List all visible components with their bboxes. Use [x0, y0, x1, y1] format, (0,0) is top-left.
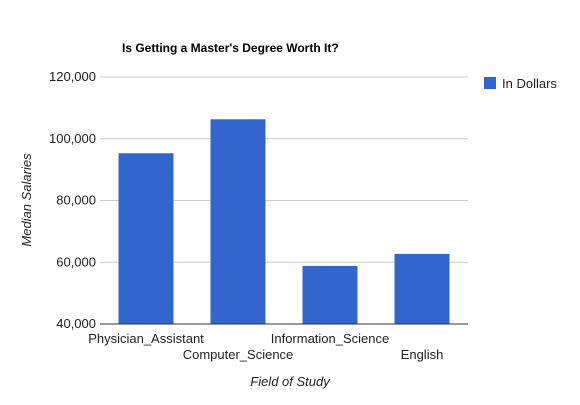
bar-physician-assistant: [118, 153, 174, 324]
y-axis-label: Median Salaries: [19, 153, 34, 247]
y-tick-label: 40,000: [56, 316, 96, 331]
bar-information-science: [302, 265, 358, 324]
bar-computer-science: [210, 119, 266, 324]
y-tick-label: 60,000: [56, 254, 96, 269]
x-tick-label: English: [401, 347, 444, 362]
x-tick-label: Information_Science: [271, 331, 390, 346]
x-tick-label: Physician_Assistant: [88, 331, 204, 346]
bars: [118, 119, 450, 324]
y-tick-label: 80,000: [56, 193, 96, 208]
x-tick-labels: Physician_AssistantComputer_ScienceInfor…: [88, 331, 443, 362]
y-tick-labels: 40,000 60,000 80,000 100,000 120,000: [49, 69, 96, 331]
bar-english: [394, 253, 450, 324]
y-tick-label: 100,000: [49, 131, 96, 146]
y-tick-label: 120,000: [49, 69, 96, 84]
chart-title: Is Getting a Master's Degree Worth It?: [122, 41, 339, 55]
legend: In Dollars: [484, 76, 557, 91]
x-axis-label: Field of Study: [250, 374, 331, 389]
x-tick-label: Computer_Science: [183, 347, 294, 362]
legend-swatch: [484, 77, 496, 89]
legend-label: In Dollars: [502, 76, 557, 91]
